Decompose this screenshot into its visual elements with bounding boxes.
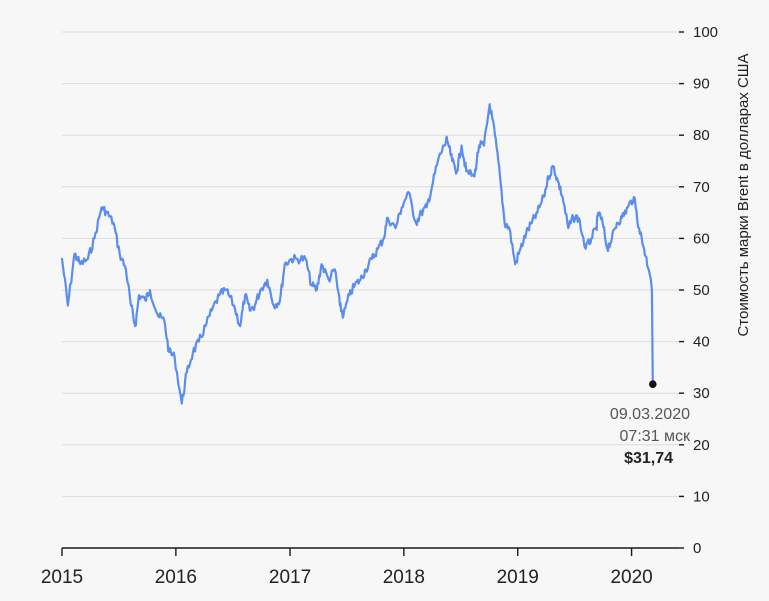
brent-price-line <box>60 103 654 405</box>
y-tick-label: 50 <box>693 282 710 299</box>
y-tick-label: 60 <box>693 230 710 247</box>
y-tick-label: 90 <box>693 76 710 93</box>
labels: 0 10 20 30 40 50 60 70 80 90 100 2015 2016 2017 2018 20… <box>41 24 718 588</box>
y-tick-label: 70 <box>693 179 710 196</box>
grid <box>62 31 679 497</box>
y-tick-label: 40 <box>693 334 710 351</box>
annotation-price: $31,74 <box>624 450 673 467</box>
x-tick-label: 2016 <box>155 567 197 588</box>
y-tick-label: 30 <box>693 385 710 402</box>
x-tick-label: 2017 <box>269 567 311 588</box>
y-tick-label: 100 <box>693 24 718 41</box>
y-axis-label: Стоимость марки Brent в долларах США <box>735 53 752 336</box>
annotation-time: 07:31 мск <box>620 428 691 445</box>
annotation-date: 09.03.2020 <box>610 406 690 423</box>
x-tick-label: 2019 <box>497 567 539 588</box>
x-tick-label: 2018 <box>383 567 425 588</box>
latest-price-marker <box>648 380 657 389</box>
x-tick-label: 2020 <box>610 567 652 588</box>
axes <box>61 31 684 556</box>
x-tick-label: 2015 <box>41 567 83 588</box>
y-tick-label: 80 <box>693 127 710 144</box>
y-tick-label: 0 <box>693 540 701 557</box>
y-tick-label: 10 <box>693 488 710 505</box>
y-tick-label: 20 <box>693 437 710 454</box>
series <box>60 103 654 405</box>
